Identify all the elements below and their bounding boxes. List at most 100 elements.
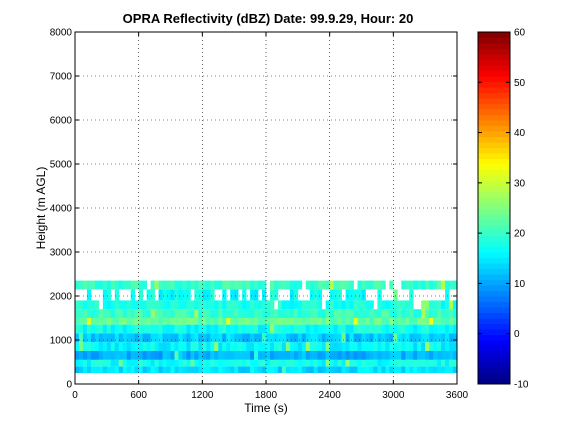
- reflectivity-cell: [345, 289, 350, 301]
- reflectivity-cell: [194, 300, 199, 310]
- reflectivity-cell: [210, 351, 215, 360]
- reflectivity-cell: [273, 351, 279, 360]
- reflectivity-cell: [78, 333, 84, 343]
- reflectivity-cell: [277, 300, 283, 310]
- reflectivity-cell: [381, 280, 386, 290]
- reflectivity-cell: [198, 342, 203, 351]
- reflectivity-cell: [114, 289, 120, 301]
- reflectivity-cell: [138, 333, 143, 343]
- reflectivity-cell: [361, 366, 366, 373]
- reflectivity-cell: [110, 318, 116, 325]
- reflectivity-cell: [226, 324, 231, 334]
- x-tick-label: 3600: [446, 390, 469, 401]
- reflectivity-cell: [162, 333, 167, 343]
- reflectivity-cell: [293, 289, 299, 301]
- reflectivity-cell: [234, 342, 239, 351]
- reflectivity-cell: [222, 280, 227, 290]
- reflectivity-cell: [329, 309, 334, 318]
- reflectivity-cell: [393, 309, 398, 318]
- reflectivity-cell: [361, 300, 366, 310]
- reflectivity-cell: [186, 333, 191, 343]
- reflectivity-cell: [234, 333, 239, 343]
- colorbar-segment: [478, 180, 510, 187]
- reflectivity-cell: [317, 342, 323, 351]
- colorbar-segment: [478, 158, 510, 165]
- reflectivity-cell: [258, 342, 263, 351]
- y-tick-label: 5000: [50, 160, 73, 171]
- reflectivity-cell: [285, 300, 291, 310]
- reflectivity-cell: [82, 318, 88, 325]
- reflectivity-cell: [246, 366, 251, 373]
- reflectivity-cell: [258, 300, 263, 310]
- reflectivity-cell: [174, 324, 179, 334]
- reflectivity-cell: [361, 351, 366, 360]
- reflectivity-cell: [437, 351, 442, 360]
- reflectivity-cell: [401, 351, 406, 360]
- reflectivity-cell: [258, 280, 263, 290]
- reflectivity-cell: [102, 318, 108, 325]
- reflectivity-cell: [277, 280, 283, 290]
- reflectivity-cell: [186, 309, 191, 318]
- reflectivity-cell: [357, 318, 362, 325]
- reflectivity-cell: [409, 366, 414, 373]
- reflectivity-cell: [142, 300, 147, 310]
- reflectivity-cell: [445, 351, 450, 360]
- y-axis-ticks: 0 1000 2000 3000 4000 5000 6000 7000 8000: [50, 28, 457, 391]
- reflectivity-cell: [166, 318, 171, 325]
- reflectivity-cell: [142, 318, 147, 325]
- reflectivity-cell: [313, 280, 319, 290]
- reflectivity-cell: [281, 366, 287, 373]
- reflectivity-cell: [130, 318, 136, 325]
- x-axis-ticks: 0 600 1200 1800 2400 3000 3600: [72, 32, 469, 401]
- reflectivity-cell: [293, 359, 299, 367]
- colorbar-segment: [478, 120, 510, 126]
- reflectivity-cell: [178, 318, 183, 325]
- reflectivity-cell: [325, 324, 331, 334]
- reflectivity-cell: [341, 318, 346, 325]
- reflectivity-cell: [369, 318, 374, 325]
- reflectivity-cell: [441, 324, 446, 334]
- reflectivity-cell: [269, 300, 275, 310]
- reflectivity-cell: [285, 324, 291, 334]
- reflectivity-cell: [182, 280, 187, 290]
- reflectivity-cell: [333, 333, 338, 343]
- reflectivity-cell: [433, 342, 438, 351]
- reflectivity-cell: [449, 280, 454, 290]
- reflectivity-cell: [138, 280, 143, 290]
- reflectivity-cell: [238, 309, 243, 318]
- reflectivity-cell: [421, 324, 426, 334]
- reflectivity-cell: [178, 342, 183, 351]
- reflectivity-cell: [75, 318, 80, 325]
- reflectivity-cell: [122, 342, 128, 351]
- reflectivity-cell: [365, 318, 370, 325]
- reflectivity-cell: [162, 318, 167, 325]
- reflectivity-cell: [174, 333, 179, 343]
- reflectivity-cell: [397, 359, 402, 367]
- reflectivity-cell: [345, 342, 350, 351]
- reflectivity-cell: [329, 280, 334, 290]
- reflectivity-cell: [441, 342, 446, 351]
- reflectivity-cell: [154, 333, 159, 343]
- reflectivity-cell: [277, 342, 283, 351]
- reflectivity-cell: [361, 309, 366, 318]
- reflectivity-cell: [190, 280, 195, 290]
- reflectivity-cell: [126, 280, 132, 290]
- reflectivity-cell: [154, 359, 159, 367]
- reflectivity-cell: [106, 280, 112, 290]
- reflectivity-cell: [325, 318, 331, 325]
- reflectivity-cell: [413, 366, 418, 373]
- reflectivity-cell: [94, 324, 100, 334]
- reflectivity-cell: [309, 351, 315, 360]
- reflectivity-cell: [409, 324, 414, 334]
- reflectivity-cell: [78, 359, 84, 367]
- reflectivity-cell: [345, 324, 350, 334]
- reflectivity-cell: [266, 309, 271, 318]
- reflectivity-cell: [305, 333, 311, 343]
- reflectivity-cell: [226, 342, 231, 351]
- reflectivity-cell: [429, 309, 434, 318]
- reflectivity-cell: [118, 342, 124, 351]
- colorbar-tick-label: 40: [514, 128, 526, 139]
- reflectivity-cell: [421, 280, 426, 290]
- colorbar-segment: [478, 98, 510, 104]
- reflectivity-cell: [126, 318, 132, 325]
